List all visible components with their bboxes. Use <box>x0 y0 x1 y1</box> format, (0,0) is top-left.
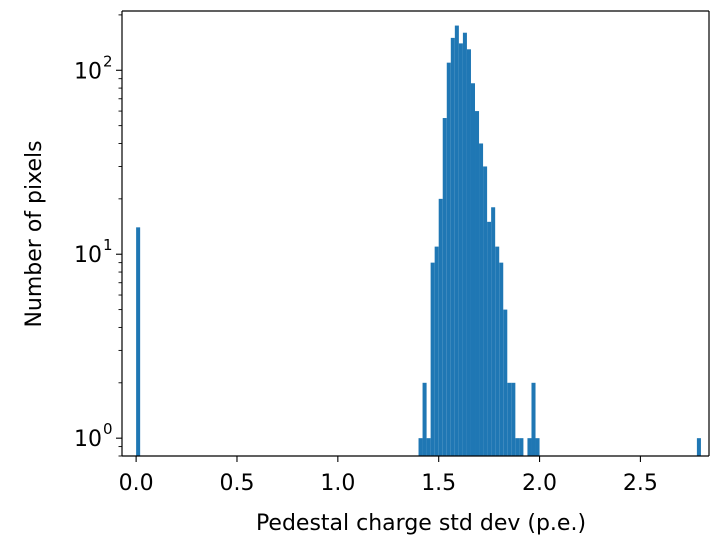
histogram-bar <box>430 262 435 456</box>
x-tick-label: 2.0 <box>522 471 557 496</box>
bars-layer <box>136 25 701 457</box>
histogram-bar <box>462 32 467 456</box>
histogram-bar <box>136 227 141 456</box>
y-tick-label: 10 <box>74 243 102 268</box>
y-axis-label: Number of pixels <box>22 140 47 327</box>
y-tick-exponent: 0 <box>103 420 113 438</box>
histogram-bar <box>483 166 488 456</box>
histogram-bar <box>499 262 504 456</box>
y-tick-exponent: 1 <box>103 236 113 254</box>
y-tick-label: 10 <box>74 427 102 452</box>
histogram-bar <box>446 62 451 456</box>
histogram-bar <box>422 382 427 456</box>
histogram-bar <box>527 438 532 456</box>
histogram-bar <box>470 83 475 456</box>
x-tick-label: 1.0 <box>320 471 355 496</box>
x-tick-label: 1.5 <box>421 471 456 496</box>
histogram-bar <box>515 438 520 456</box>
histogram-bar <box>438 198 443 456</box>
x-tick-label: 0.5 <box>219 471 254 496</box>
histogram-bar <box>531 382 536 456</box>
histogram-bar <box>519 438 524 456</box>
histogram-bar <box>426 438 431 456</box>
axes-layer <box>121 10 710 457</box>
histogram-bar <box>442 118 447 456</box>
histogram-bar <box>696 438 701 456</box>
histogram-bar <box>466 49 471 457</box>
histogram-bar <box>454 25 459 456</box>
y-tick-label: 10 <box>74 59 102 84</box>
x-axis-label: Pedestal charge std dev (p.e.) <box>256 511 586 536</box>
histogram-bar <box>418 438 423 456</box>
histogram-bar <box>511 382 516 456</box>
histogram-bar <box>487 221 492 456</box>
histogram-bar <box>491 207 496 456</box>
y-tick-exponent: 2 <box>103 52 113 70</box>
histogram-bar <box>535 438 540 456</box>
histogram-bar <box>475 111 480 456</box>
histogram-bar <box>495 246 500 456</box>
histogram-bar <box>479 143 484 456</box>
x-tick-label: 0.0 <box>119 471 154 496</box>
histogram-bar <box>450 37 455 456</box>
histogram-bar <box>434 246 439 456</box>
x-tick-label: 2.5 <box>623 471 658 496</box>
histogram-bar <box>458 43 463 456</box>
histogram-bar <box>507 382 512 456</box>
histogram-bar <box>503 309 508 456</box>
